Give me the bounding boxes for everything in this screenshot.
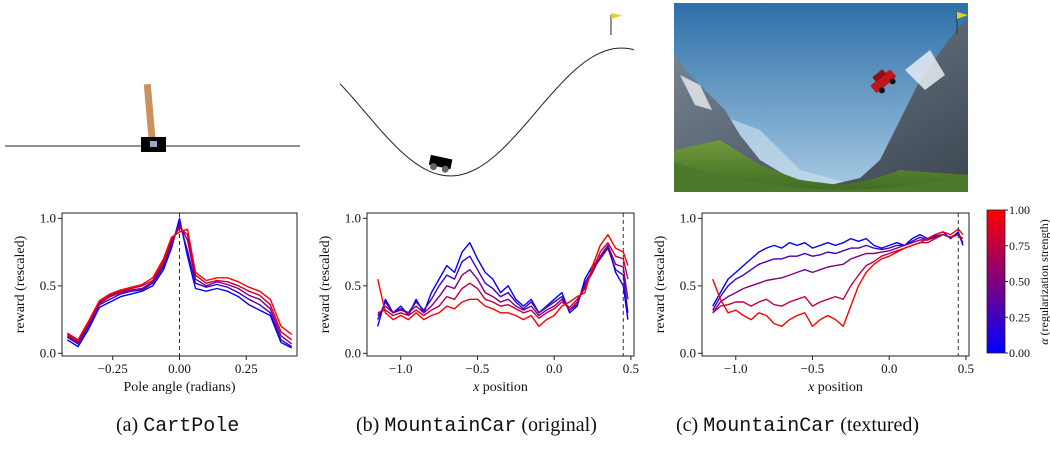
x-tick-label: −0.25 [98,361,128,376]
colorbar: 0.00 0.25 0.50 0.75 1.00 α (regularization s… [986,203,1050,360]
chart-cartpole: −0.25 0.00 0.25 0.0 0.5 1.0 Pole angle (radian… [13,210,298,395]
colorbar-tick-label: 1.00 [1009,203,1030,217]
series-line-2 [712,233,964,314]
y-tick-label: 0.5 [345,278,361,293]
pole [143,83,156,145]
x-tick-label: 0.25 [235,361,258,376]
plot-frame [701,212,970,357]
y-axis-label: reward (rescaled) [318,235,333,333]
colorbar-tick-label: 0.75 [1009,239,1030,253]
colorbar-label: α (regularization strength) [1037,219,1050,345]
colorbar-tick-label: 0.25 [1009,310,1030,324]
figure: −0.25 0.00 0.25 0.0 0.5 1.0 Pole angle (radian… [5,3,1050,395]
caption-c: (c) MountainCar (textured) [676,414,920,438]
colorbar-gradient [986,209,1006,354]
y-axis-label: reward (rescaled) [653,235,668,333]
y-tick-label: 0.5 [40,278,56,293]
series-line-1 [377,247,629,320]
y-tick-label: 0.0 [345,345,361,360]
goal-flag-icon [957,12,968,19]
y-tick-label: 0.0 [680,345,696,360]
x-axis-label: x position [807,380,863,395]
series-line-4 [66,228,293,341]
x-tick-label: −0.5 [466,361,490,376]
x-axis-label: Pole angle (radians) [124,380,236,395]
hill-curve [339,47,635,177]
cartpole-illustration [5,83,300,152]
x-tick-label: 0.5 [958,361,974,376]
caption-b: (b) MountainCar (original) [356,414,597,438]
x-tick-label: −0.5 [801,361,825,376]
y-tick-label: 1.0 [680,210,696,225]
y-tick-label: 1.0 [345,210,361,225]
red-car-icon [871,69,896,94]
series-line-1 [712,232,964,311]
series-line-0 [66,217,293,349]
y-tick-label: 0.5 [680,278,696,293]
plot-frame [366,212,635,357]
x-tick-label: −1.0 [724,361,748,376]
chart-mountaincar-original: −1.0 −0.5 0.0 0.5 0.0 0.5 1.0 x position reward … [318,210,639,395]
colorbar-tick-label: 0.00 [1009,346,1030,360]
series-line-4 [712,228,964,327]
x-tick-label: 0.00 [168,361,191,376]
series-line-3 [712,233,964,314]
x-tick-label: 0.5 [623,361,639,376]
textured-mountaincar-illustration [674,3,968,192]
x-axis-label: x position [472,380,528,395]
x-tick-label: 0.0 [881,361,897,376]
series-line-4 [377,233,629,327]
y-tick-label: 1.0 [40,210,56,225]
x-tick-label: 0.0 [546,361,562,376]
colorbar-tick-label: 0.50 [1009,275,1030,289]
caption-a: (a) CartPole [116,414,240,438]
series-line-2 [66,224,293,345]
chart-mountaincar-textured: −1.0 −0.5 0.0 0.5 0.0 0.5 1.0 x position reward … [653,210,974,395]
flag-icon [611,13,622,19]
axle [150,141,157,147]
y-axis-label: reward (rescaled) [13,235,28,333]
car [428,154,453,173]
y-tick-label: 0.0 [40,345,56,360]
series-line-0 [712,231,964,307]
mountaincar-illustration [339,13,635,177]
x-tick-label: −1.0 [389,361,413,376]
